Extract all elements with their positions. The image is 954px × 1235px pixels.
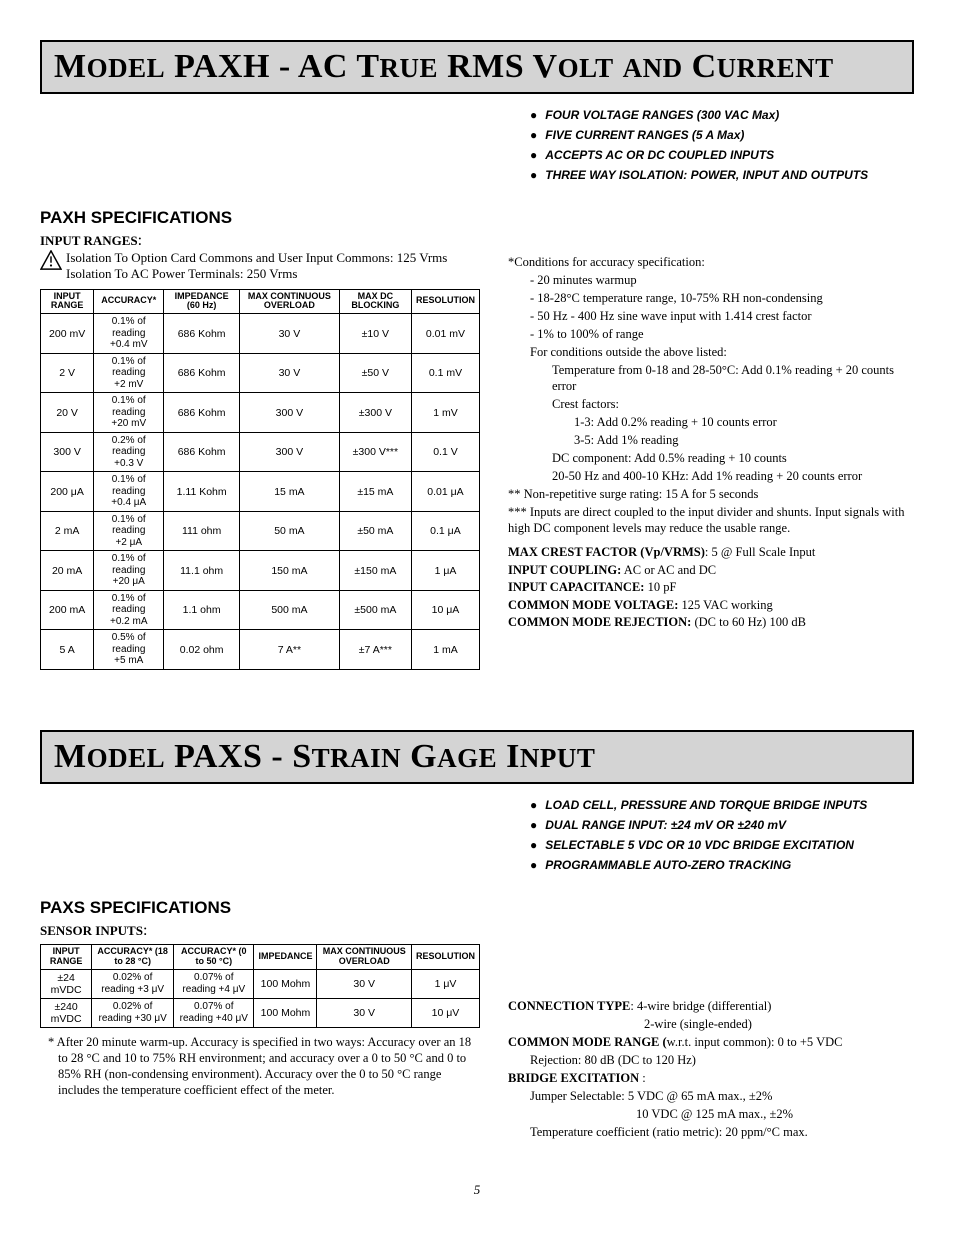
paxs-footnote: * After 20 minute warm-up. Accuracy is s… [40,1034,480,1099]
page-number: 5 [40,1182,914,1198]
paxh-title: MODEL PAXH - AC TRUE RMS VOLT AND CURREN… [54,48,900,86]
sensor-inputs-label: SENSOR INPUTS [40,923,143,938]
paxs-title: MODEL PAXS - STRAIN GAGE INPUT [54,738,900,776]
table-row: 5 A0.5% of reading+5 mA0.02 ohm7 A**±7 A… [41,630,480,670]
table-row: ±240 mVDC0.02% ofreading +30 μV0.07% ofr… [41,998,480,1027]
table-row: 20 V0.1% of reading+20 mV686 Kohm300 V±3… [41,393,480,433]
paxs-spec-table: INPUT RANGE ACCURACY* (18 to 28 °C) ACCU… [40,944,480,1028]
paxs-kv-specs: CONNECTION TYPE: 4-wire bridge (differen… [508,998,914,1140]
table-row: 200 mA0.1% of reading+0.2 mA1.1 ohm500 m… [41,590,480,630]
paxh-accuracy-notes: *Conditions for accuracy specification: … [508,254,914,536]
table-row: 200 mV0.1% of reading+0.4 mV686 Kohm30 V… [41,314,480,354]
warning-icon [40,250,62,275]
table-row: ±24 mVDC0.02% ofreading +3 μV0.07% ofrea… [41,969,480,998]
table-row: 300 V0.2% of reading+0.3 V686 Kohm300 V±… [41,432,480,472]
paxh-spec-table: INPUT RANGE ACCURACY* IMPEDANCE (60 Hz) … [40,289,480,670]
paxh-title-box: MODEL PAXH - AC TRUE RMS VOLT AND CURREN… [40,40,914,94]
input-ranges-label: INPUT RANGES [40,233,138,248]
table-row: 2 V0.1% of reading+2 mV686 Kohm30 V±50 V… [41,353,480,393]
paxh-spec-heading: PAXH SPECIFICATIONS [40,208,480,228]
table-row: 200 μA0.1% of reading+0.4 μA1.11 Kohm15 … [41,472,480,512]
paxh-kv-specs: MAX CREST FACTOR (Vp/VRMS): 5 @ Full Sca… [508,544,914,632]
paxs-title-box: MODEL PAXS - STRAIN GAGE INPUT [40,730,914,784]
table-row: 20 mA0.1% of reading+20 μA11.1 ohm150 mA… [41,551,480,591]
isolation-text: Isolation To Option Card Commons and Use… [66,250,447,283]
paxh-feature-bullets: FOUR VOLTAGE RANGES (300 VAC Max) FIVE C… [530,108,914,182]
table-row: 2 mA0.1% of reading+2 μA111 ohm50 mA±50 … [41,511,480,551]
paxs-spec-heading: PAXS SPECIFICATIONS [40,898,480,918]
paxs-feature-bullets: LOAD CELL, PRESSURE AND TORQUE BRIDGE IN… [530,798,914,872]
